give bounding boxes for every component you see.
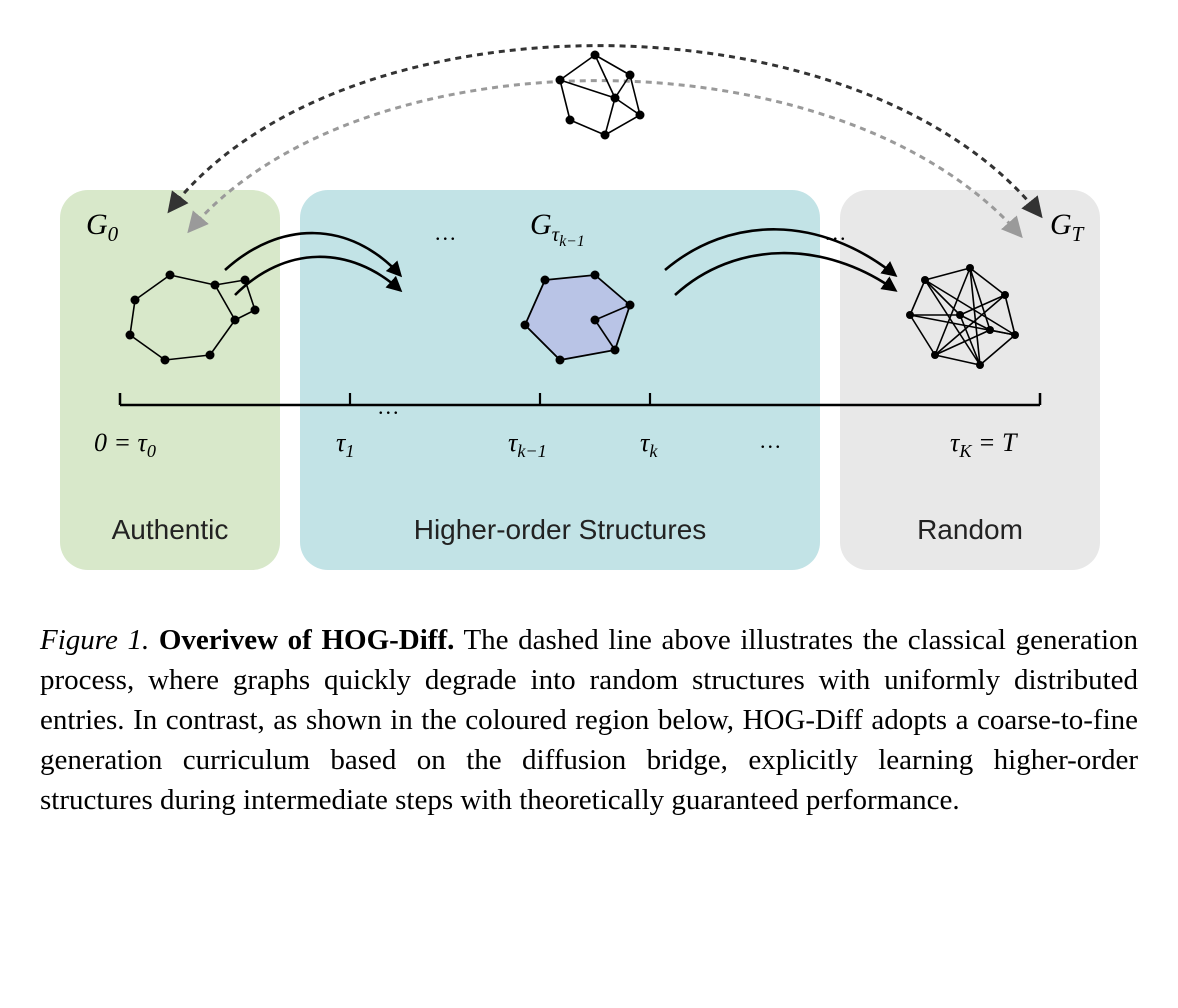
- panel-random-label: Random: [840, 514, 1100, 546]
- panel-authentic-label: Authentic: [60, 514, 280, 546]
- ellipsis-2: ...: [760, 428, 783, 454]
- panel-authentic: Authentic: [60, 190, 280, 570]
- ellipsis-1: ...: [378, 394, 401, 420]
- caption-fignum: Figure 1.: [40, 624, 149, 656]
- tick-t1: τ1: [336, 428, 354, 462]
- tick-tk: τk: [640, 428, 657, 462]
- figure-diagram: Authentic Higher-order Structures Random…: [40, 20, 1138, 600]
- label-Gtk-1: Gτk−1: [530, 208, 585, 251]
- caption-title: Overivew of HOG-Diff.: [159, 624, 454, 656]
- panel-random: Random: [840, 190, 1100, 570]
- tick-t0: 0 = τ0: [94, 428, 156, 462]
- tick-tk-1: τk−1: [508, 428, 547, 462]
- figure-caption: Figure 1. Overivew of HOG-Diff. The dash…: [40, 620, 1138, 820]
- tick-tK: τK = T: [950, 428, 1016, 462]
- ellipsis-arc-2: ...: [825, 220, 848, 246]
- ellipsis-arc-1: ...: [435, 220, 458, 246]
- label-GT: GT: [1050, 208, 1083, 247]
- label-G0: G0: [86, 208, 118, 247]
- panel-higher-label: Higher-order Structures: [300, 514, 820, 546]
